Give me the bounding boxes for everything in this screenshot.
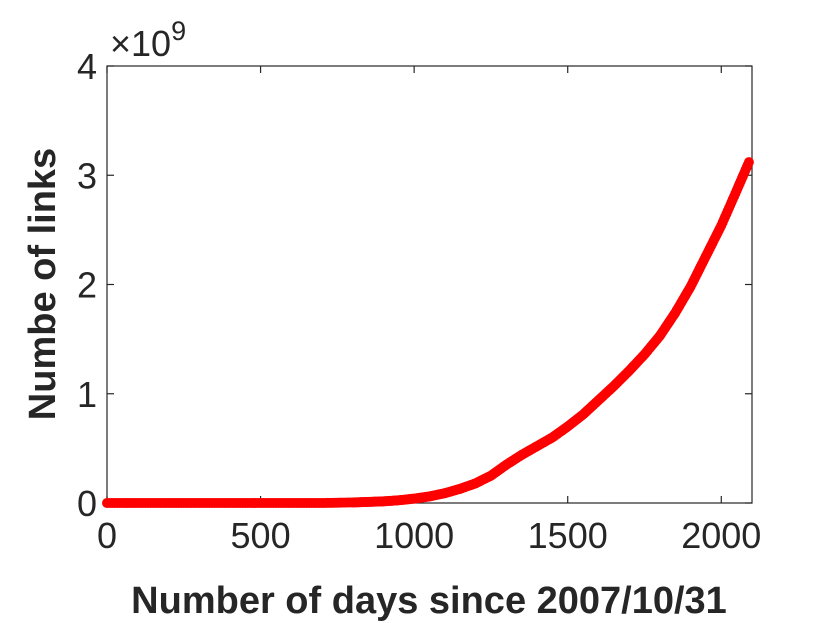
y-multiplier-exponent: 9 — [171, 16, 186, 46]
y-tick-label: 3 — [77, 155, 97, 196]
data-point — [743, 157, 754, 168]
x-tick-label: 1000 — [374, 515, 454, 556]
y-tick-label: 4 — [77, 46, 97, 87]
x-tick-label: 1500 — [528, 515, 608, 556]
y-axis-label: Numbe of links — [22, 148, 64, 420]
y-multiplier: ×109 — [110, 16, 186, 64]
y-multiplier-base: ×10 — [110, 23, 171, 64]
data-points — [102, 157, 754, 508]
x-axis-label: Number of days since 2007/10/31 — [131, 580, 727, 622]
x-ticks: 0 500 1000 1500 2000 — [97, 66, 761, 556]
y-tick-label: 1 — [77, 374, 97, 415]
x-tick-label: 0 — [97, 515, 117, 556]
y-tick-label: 2 — [77, 265, 97, 306]
plot-area — [106, 65, 753, 504]
x-tick-label: 500 — [231, 515, 291, 556]
y-tick-label: 0 — [77, 483, 97, 524]
x-tick-label: 2000 — [681, 515, 761, 556]
